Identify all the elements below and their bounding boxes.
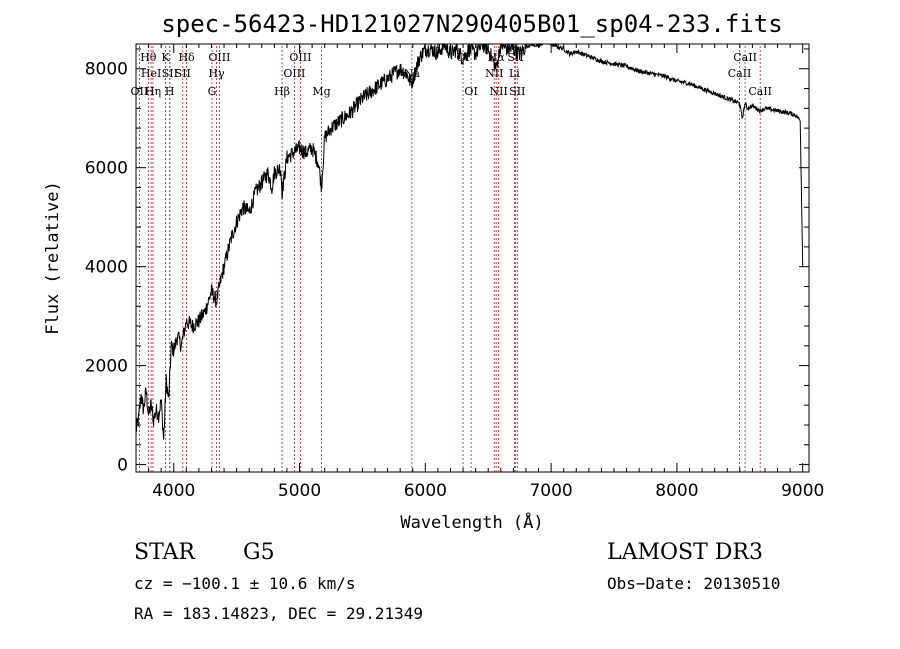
x-tick-label: 9000 — [781, 481, 824, 501]
x-tick-label: 5000 — [278, 481, 321, 501]
spectral-line-label: OI — [464, 85, 477, 98]
spectral-line-label: Hη — [145, 85, 161, 98]
y-axis-label: Flux (relative) — [43, 181, 63, 335]
spectral-line-label: NII — [490, 85, 508, 98]
subclass: G5 — [243, 540, 275, 565]
spectral-line-label: CaII — [728, 67, 752, 80]
spectral-line-label: SII — [175, 67, 191, 80]
spectral-line-label: Hδ — [178, 51, 195, 64]
obs-date: Obs−Date: 20130510 — [607, 574, 781, 593]
x-tick-label: 4000 — [152, 481, 195, 501]
x-tick-label: 6000 — [404, 481, 447, 501]
spectral-line-label: HeI — [141, 67, 161, 80]
spectral-line-label: Mg — [312, 85, 330, 98]
spectral-line-label: H — [165, 85, 175, 98]
y-tick-label: 8000 — [85, 60, 128, 80]
axis-ticks: 4000 5000 6000 7000 8000 9000 0 2000 4000 6000 800… — [85, 44, 824, 501]
survey-name: LAMOST DR3 — [607, 540, 763, 565]
x-tick-label: 8000 — [655, 481, 698, 501]
spectral-line-label: CaII — [733, 51, 757, 64]
spectral-line-label: K — [161, 51, 170, 64]
spectral-line-label: OII — [131, 85, 149, 98]
object-type: STAR — [134, 540, 195, 565]
y-tick-label: 4000 — [85, 258, 128, 278]
spectral-line-label: Hθ — [140, 51, 157, 64]
x-tick-label: 7000 — [529, 481, 572, 501]
plot-frame — [135, 43, 810, 473]
spectral-line-label: CaII — [748, 85, 772, 98]
spectral-line-label: OIII — [208, 51, 230, 64]
spectral-line-label: SII — [162, 67, 178, 80]
redshift-cz: cz = −100.1 ± 10.6 km/s — [134, 574, 356, 593]
x-axis-label: Wavelength (Å) — [400, 511, 543, 533]
spectral-line-label: OIII — [283, 67, 305, 80]
spectral-line-label: G — [208, 85, 217, 98]
y-tick-label: 2000 — [85, 357, 128, 377]
ra-dec: RA = 183.14823, DEC = 29.21349 — [134, 604, 423, 623]
spectral-line-label: SII — [509, 85, 525, 98]
spectrum-line — [135, 42, 804, 440]
spectrum-plot: spec-56423-HD121027N290405B01_sp04-233.f… — [43, 10, 824, 533]
spectral-line-label: Li — [509, 67, 520, 80]
y-tick-label: 6000 — [85, 159, 128, 179]
spectral-line-label: OIII — [289, 51, 311, 64]
spectral-line-label: Hβ — [274, 85, 290, 98]
y-tick-label: 0 — [117, 456, 128, 476]
chart-title: spec-56423-HD121027N290405B01_sp04-233.f… — [161, 10, 782, 38]
spectral-line-label: Hα — [488, 51, 506, 64]
spectral-line-label: Hγ — [208, 67, 225, 80]
